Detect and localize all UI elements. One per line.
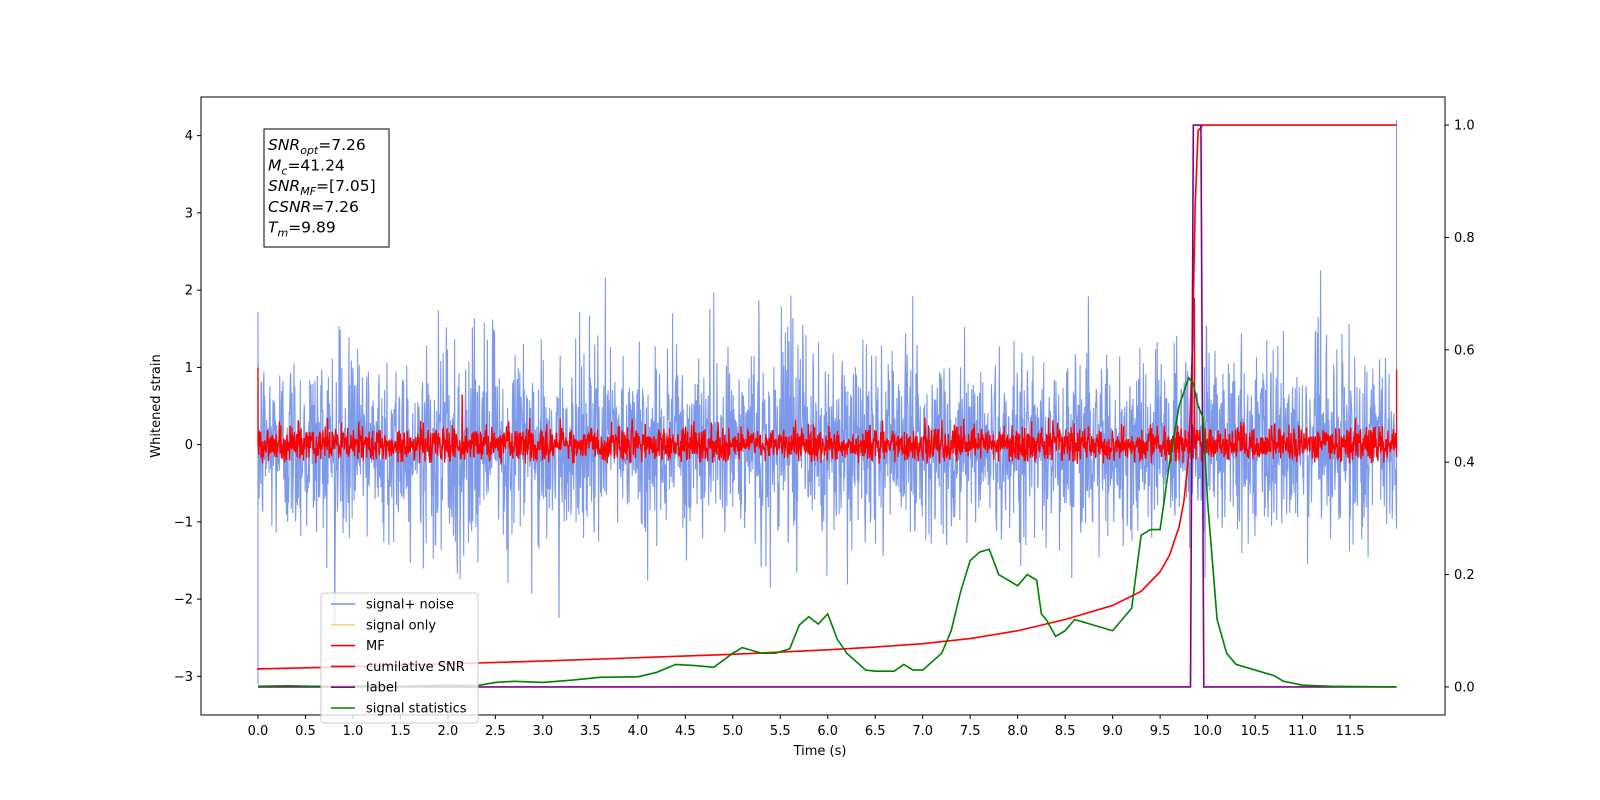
legend-label: cumilative SNR (366, 660, 465, 675)
y-tick-label: −3 (174, 670, 193, 685)
x-tick-label: 5.0 (722, 724, 743, 739)
x-tick-label: 1.5 (390, 724, 411, 739)
y-tick-label: 3 (185, 206, 193, 221)
legend-entry: MF (331, 639, 385, 654)
y-tick-label: 2 (185, 284, 193, 299)
stats-line: CSNR=7.26 (268, 198, 359, 216)
x-tick-label: 6.5 (865, 724, 886, 739)
legend-label: MF (366, 639, 385, 654)
y-tick-label: 4 (185, 129, 193, 144)
x-tick-label: 4.5 (675, 724, 696, 739)
stats-box (263, 128, 390, 248)
series-label-line (257, 124, 1397, 688)
y2-tick-label: 0.6 (1454, 343, 1475, 358)
x-tick-label: 0.0 (248, 724, 269, 739)
y2-tick-label: 0.2 (1454, 568, 1475, 583)
x-tick-label: 3.0 (533, 724, 554, 739)
y-tick-label: −2 (174, 593, 193, 608)
x-tick-label: 8.5 (1055, 724, 1076, 739)
x-tick-label: 11.5 (1336, 724, 1365, 739)
x-axis-label: Time (s) (793, 744, 847, 759)
x-tick-label: 7.5 (960, 724, 981, 739)
series-mf-line (257, 297, 1398, 464)
legend-entry: cumilative SNR (331, 660, 465, 675)
x-tick-label: 2.0 (438, 724, 459, 739)
y-axis-ticks: −3 −2 −1 0 1 2 3 4 (174, 129, 201, 685)
x-tick-label: 10.0 (1193, 724, 1222, 739)
y2-axis-ticks: 0.0 0.2 0.4 0.6 0.8 1.0 (1445, 119, 1475, 695)
series-signal-noise-line (257, 120, 1398, 685)
x-tick-label: 7.0 (912, 724, 933, 739)
legend-entry: label (331, 681, 397, 696)
stats-line: Tm=9.89 (268, 218, 336, 239)
x-tick-label: 8.0 (1007, 724, 1028, 739)
stats-line: Mc=41.24 (268, 157, 345, 178)
x-tick-label: 11.0 (1288, 724, 1317, 739)
x-tick-label: 5.5 (770, 724, 791, 739)
y2-tick-label: 0.4 (1454, 456, 1475, 471)
legend-label: signal statistics (366, 702, 467, 717)
x-tick-label: 0.5 (295, 724, 316, 739)
y-tick-label: 1 (185, 361, 193, 376)
series-layer (257, 120, 1398, 688)
x-tick-label: 9.5 (1150, 724, 1171, 739)
y2-tick-label: 0.8 (1454, 231, 1475, 246)
legend-label: signal+ noise (366, 598, 454, 613)
legend-label: signal only (366, 618, 436, 633)
x-tick-label: 6.0 (817, 724, 838, 739)
legend-entry: signal statistics (331, 702, 467, 717)
x-tick-label: 9.0 (1102, 724, 1123, 739)
x-tick-label: 2.5 (485, 724, 506, 739)
series-signal-statistics-line (257, 376, 1397, 688)
legend-entry: signal+ noise (331, 598, 454, 613)
x-tick-label: 3.5 (580, 724, 601, 739)
plot-frame (200, 96, 1446, 716)
stats-annotation: SNRopt=7.26Mc=41.24SNRMF=[7.05]CSNR=7.26… (263, 128, 390, 248)
x-axis-ticks: 0.0 0.5 1.0 1.5 2.0 2.5 3.0 3.5 4.0 4.5 5.0 5.5 6.0 6… (248, 715, 1365, 739)
legend-label: label (366, 681, 397, 696)
legend-entry: signal only (331, 618, 436, 633)
y2-tick-label: 0.0 (1454, 680, 1475, 695)
stats-line: SNRopt=7.26 (268, 136, 366, 157)
x-tick-label: 1.0 (343, 724, 364, 739)
legend-frame (320, 592, 479, 724)
stats-line: SNRMF=[7.05] (268, 177, 376, 198)
y-axis-label: Whitened strain (149, 354, 164, 457)
legend: signal+ noise signal only MF cumilative SNR… (320, 592, 479, 724)
y-tick-label: −1 (174, 515, 193, 530)
y2-tick-label: 1.0 (1454, 119, 1475, 134)
y-tick-label: 0 (185, 438, 193, 453)
x-tick-label: 4.0 (627, 724, 648, 739)
x-tick-label: 10.5 (1241, 724, 1270, 739)
